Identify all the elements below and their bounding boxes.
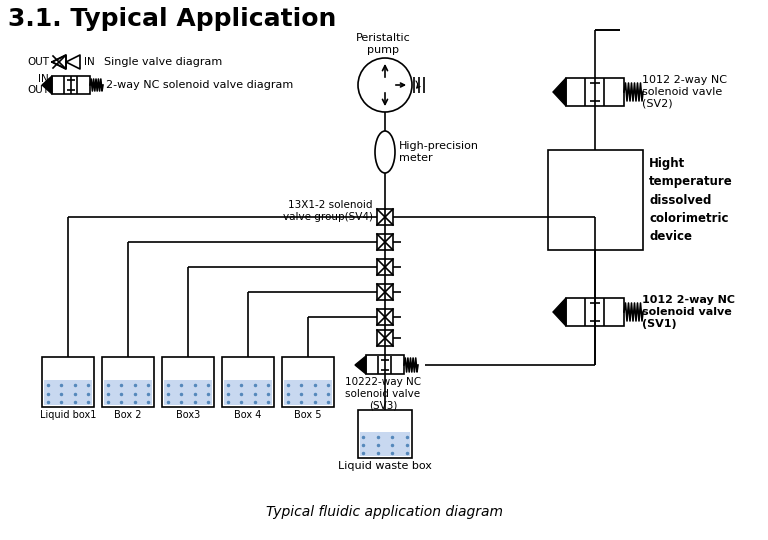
Bar [377, 209, 393, 225]
Bar [377, 259, 393, 275]
Text: Hight
temperature
dissolved
colorimetric
device: Hight temperature dissolved colorimetric… [649, 158, 733, 242]
Text: Single valve diagram: Single valve diagram [104, 57, 222, 67]
Text: Box 4: Box 4 [234, 410, 262, 420]
Text: 10222-way NC
solenoid valve
(SV3): 10222-way NC solenoid valve (SV3) [345, 377, 421, 410]
Text: Liquid box1: Liquid box1 [40, 410, 96, 420]
Text: OUT: OUT [27, 57, 49, 67]
Text: 1012 2-way NC
solenoid vavle
(SV2): 1012 2-way NC solenoid vavle (SV2) [642, 76, 727, 109]
Bar [377, 284, 393, 300]
Bar [377, 330, 393, 346]
Polygon shape [42, 76, 52, 94]
Bar [164, 380, 212, 405]
Bar [566, 78, 624, 106]
Bar [162, 357, 214, 407]
Bar [377, 234, 393, 250]
Bar [548, 150, 643, 250]
Text: Peristaltic
pump: Peristaltic pump [356, 33, 410, 55]
Text: 13X1-2 solenoid
valve group(SV4): 13X1-2 solenoid valve group(SV4) [283, 200, 373, 221]
Bar [282, 357, 334, 407]
Bar [102, 357, 154, 407]
Bar [44, 380, 92, 405]
Bar [224, 380, 272, 405]
Bar [566, 298, 624, 326]
Text: High-precision
meter: High-precision meter [399, 141, 479, 163]
Bar [358, 410, 412, 458]
Text: Box3: Box3 [176, 410, 200, 420]
Text: IN: IN [84, 57, 94, 67]
Text: Liquid waste box: Liquid waste box [338, 461, 432, 471]
Bar [360, 432, 410, 456]
Bar [42, 357, 94, 407]
Bar [104, 380, 152, 405]
Text: 3.1. Typical Application: 3.1. Typical Application [8, 7, 336, 31]
Text: OUT: OUT [27, 85, 49, 95]
Bar [284, 380, 332, 405]
Text: Box 2: Box 2 [114, 410, 142, 420]
Text: 1012 2-way NC
solenoid valve
(SV1): 1012 2-way NC solenoid valve (SV1) [642, 295, 735, 329]
Bar [377, 309, 393, 325]
Bar [52, 76, 90, 94]
Text: 2-way NC solenoid valve diagram: 2-way NC solenoid valve diagram [106, 80, 293, 90]
Bar [366, 355, 404, 374]
Text: Typical fluidic application diagram: Typical fluidic application diagram [266, 505, 502, 519]
Polygon shape [355, 356, 366, 374]
Polygon shape [553, 78, 566, 106]
Text: Box 5: Box 5 [294, 410, 322, 420]
Bar [222, 357, 274, 407]
Text: IN: IN [38, 74, 49, 84]
Polygon shape [553, 298, 566, 326]
